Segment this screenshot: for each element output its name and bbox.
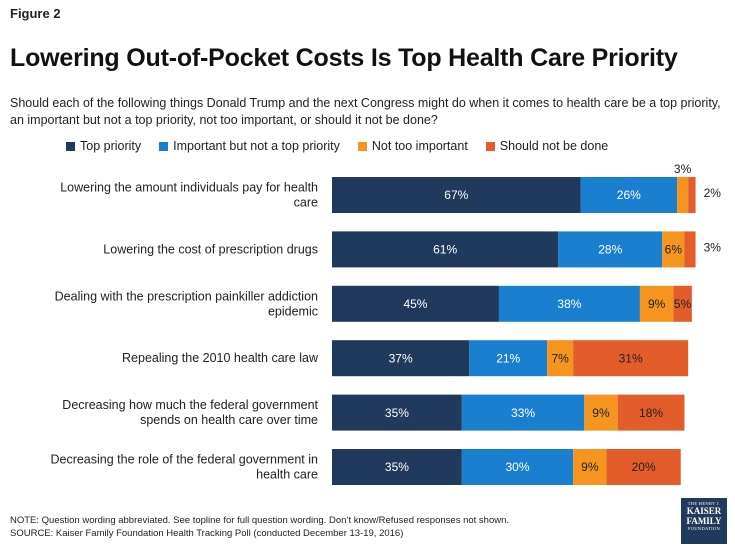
bar-segment [332, 285, 499, 322]
legend-label: Not too important [371, 139, 468, 153]
legend-swatch [485, 141, 495, 151]
category-label: Lowering the cost of prescription drugs [103, 242, 318, 256]
bar-segment [662, 231, 685, 268]
bar-segment [332, 449, 462, 485]
bar-segment [461, 394, 585, 431]
data-label: 9% [581, 460, 599, 474]
bar-segment [558, 231, 663, 268]
figure-label: Figure 2 [10, 6, 61, 21]
data-label: 18% [639, 406, 663, 420]
category-label: Repealing the 2010 health care law [122, 351, 319, 365]
legend-swatch [357, 141, 367, 151]
bar-segment [639, 285, 674, 322]
bar-segment [584, 394, 618, 431]
source-text: SOURCE: Kaiser Family Foundation Health … [10, 528, 404, 539]
category-label-line: spends on health care over time [140, 413, 318, 427]
category-label-line: Decreasing how much the federal governme… [62, 398, 318, 412]
data-label: 2% [704, 186, 722, 200]
legend-item-should-not-be-done: Should not be done [485, 139, 609, 153]
bar-segment [606, 449, 681, 485]
legend: Top priority Important but not a top pri… [66, 139, 626, 153]
category-label: Decreasing the role of the federal gover… [50, 453, 318, 482]
footnote: NOTE: Question wording abbreviated. See … [10, 514, 509, 540]
data-label: 37% [389, 351, 413, 365]
bar-segment [332, 340, 470, 377]
bar-segment [580, 177, 678, 213]
bar-segment [332, 177, 581, 213]
bar-segment [573, 449, 607, 485]
logo-line: KAISER [686, 506, 722, 516]
note-text: NOTE: Question wording abbreviated. See … [10, 515, 510, 526]
data-label: 33% [511, 406, 535, 420]
kff-logo: THE HENRY J. KAISER FAMILY FOUNDATION [681, 498, 727, 544]
data-label: 9% [592, 406, 610, 420]
legend-swatch [159, 141, 169, 151]
bar-segment [332, 231, 559, 268]
bar-segment [547, 340, 574, 377]
question-text: Should each of the following things Dona… [10, 96, 721, 127]
bar-segment [677, 177, 689, 213]
data-label: 61% [433, 243, 457, 257]
stacked-bar-chart: Lowering the amount individuals pay for … [50, 162, 722, 485]
legend-swatch [66, 141, 75, 151]
category-label-line: Repealing the 2010 health care law [122, 351, 319, 365]
data-label: 5% [674, 297, 692, 311]
category-label: Lowering the amount individuals pay for … [60, 181, 318, 210]
legend-label: Important but not a top priority [173, 139, 340, 153]
bar-segment [498, 285, 640, 322]
data-label: 21% [496, 351, 520, 365]
data-label: 28% [598, 243, 622, 257]
data-label: 9% [648, 297, 666, 311]
category-label-line: Decreasing the role of the federal gover… [50, 453, 318, 467]
legend-label: Should not be done [499, 139, 609, 153]
chart-title: Lowering Out-of-Pocket Costs Is Top Heal… [10, 44, 678, 72]
bar-segment [673, 285, 692, 322]
data-label: 7% [551, 351, 569, 365]
bar-segment [688, 177, 696, 213]
logo-line: THE HENRY J. [687, 501, 721, 506]
category-label-line: care [294, 196, 318, 210]
bar-segment [332, 394, 462, 431]
logo-line: FOUNDATION [688, 526, 720, 531]
category-label: Dealing with the prescription painkiller… [55, 289, 318, 318]
logo-line: FAMILY [686, 516, 722, 526]
data-label: 26% [617, 188, 641, 202]
data-label: 3% [674, 162, 692, 176]
bar-segment [573, 340, 689, 377]
legend-item-top-priority: Top priority [66, 139, 141, 153]
category-label-line: Lowering the cost of prescription drugs [103, 242, 318, 256]
legend-label: Top priority [80, 139, 142, 153]
data-label: 35% [385, 406, 409, 420]
data-label: 20% [632, 460, 656, 474]
bar-segment [617, 394, 685, 431]
category-label-line: epidemic [268, 304, 318, 318]
category-label-line: health care [256, 468, 318, 482]
bar-segment [684, 231, 696, 268]
data-label: 30% [505, 460, 529, 474]
category-label-line: Lowering the amount individuals pay for … [60, 181, 318, 195]
bar-segment [469, 340, 548, 377]
legend-item-important: Important but not a top priority [159, 139, 340, 153]
data-label: 35% [385, 460, 409, 474]
data-label: 67% [444, 188, 468, 202]
category-label: Decreasing how much the federal governme… [62, 398, 318, 427]
data-label: 3% [704, 241, 722, 255]
data-label: 6% [665, 243, 683, 257]
data-label: 31% [619, 351, 643, 365]
data-label: 45% [403, 297, 427, 311]
data-label: 38% [557, 297, 581, 311]
legend-item-not-too-important: Not too important [357, 139, 468, 153]
category-label-line: Dealing with the prescription painkiller… [55, 289, 318, 303]
bar-segment [461, 449, 574, 485]
